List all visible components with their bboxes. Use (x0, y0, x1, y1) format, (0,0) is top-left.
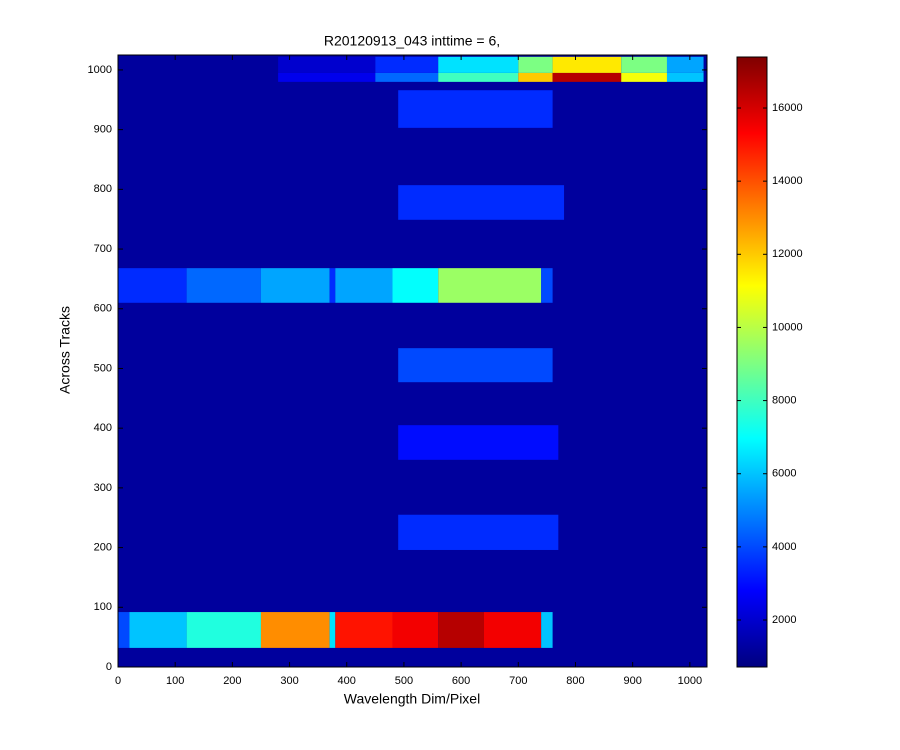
heatmap-cell (398, 348, 553, 383)
heatmap-cell (392, 612, 439, 648)
x-tick-label: 200 (223, 675, 241, 687)
heatmap-cell (398, 514, 559, 550)
y-tick-label: 1000 (88, 64, 112, 76)
x-tick-label: 300 (280, 675, 298, 687)
colorbar-tick-label: 4000 (772, 541, 796, 553)
x-tick-label: 800 (566, 675, 584, 687)
y-tick-label: 0 (106, 661, 112, 673)
heatmap-cell (329, 268, 336, 303)
heatmap-cell (438, 72, 519, 82)
y-tick-label: 800 (94, 183, 112, 195)
heatmap-cell (260, 612, 330, 648)
heatmap-cell (438, 612, 484, 648)
heatmap-cell (666, 56, 704, 73)
x-tick-label: 700 (509, 675, 527, 687)
y-tick-label: 700 (94, 243, 112, 255)
heatmap-cell (518, 72, 553, 82)
colorbar-tick-label: 8000 (772, 394, 796, 406)
heatmap-cell (438, 56, 519, 73)
heatmap-cell (541, 612, 553, 648)
x-tick-label: 400 (338, 675, 356, 687)
x-tick-label: 900 (623, 675, 641, 687)
heatmap-cell (129, 612, 187, 648)
heatmap-cell (260, 268, 330, 303)
x-tick-label: 100 (166, 675, 184, 687)
heatmap-cell (438, 268, 542, 303)
x-tick-label: 600 (452, 675, 470, 687)
x-axis-label: Wavelength Dim/Pixel (344, 691, 480, 707)
heatmap-cell (278, 72, 376, 82)
heatmap-cell (335, 612, 393, 648)
y-axis-label: Across Tracks (57, 306, 73, 394)
heatmap-cell (186, 268, 261, 303)
x-tick-label: 500 (395, 675, 413, 687)
colorbar-tick-label: 12000 (772, 248, 803, 260)
colorbar-tick-label: 16000 (772, 102, 803, 114)
y-tick-label: 200 (94, 541, 112, 553)
heatmap-cell (118, 612, 130, 648)
heatmap-cell (118, 268, 187, 303)
colorbar-tick-label: 6000 (772, 468, 796, 480)
x-tick-label: 0 (115, 675, 121, 687)
heatmap-cell (186, 612, 261, 648)
y-tick-label: 100 (94, 601, 112, 613)
y-tick-label: 600 (94, 303, 112, 315)
y-tick-label: 500 (94, 362, 112, 374)
heatmap-cell (541, 268, 553, 303)
heatmap-cell (552, 72, 622, 82)
heatmap-cell (329, 612, 336, 648)
heatmap-cell (552, 56, 622, 73)
heatmap-cell (398, 425, 559, 460)
heatmap-cell (621, 56, 667, 73)
heatmap-cell (666, 72, 704, 82)
axes-box (117, 54, 708, 668)
colorbar-tick-label: 2000 (772, 614, 796, 626)
y-tick-label: 400 (94, 422, 112, 434)
chart-title: R20120913_043 inttime = 6, (324, 33, 500, 49)
heatmap-cell (621, 72, 667, 82)
y-tick-label: 300 (94, 482, 112, 494)
x-tick-label: 1000 (678, 675, 702, 687)
heatmap-cell (483, 612, 542, 648)
heatmap-cell (375, 56, 439, 73)
colorbar-tick-label: 10000 (772, 321, 803, 333)
y-tick-label: 900 (94, 124, 112, 136)
heatmap-cell (278, 56, 376, 73)
colorbar (736, 56, 768, 668)
heatmap-cell (335, 268, 393, 303)
heatmap-cell (398, 185, 565, 220)
heatmap-cell (518, 56, 553, 73)
heatmap-cell (392, 268, 439, 303)
colorbar-tick-label: 14000 (772, 175, 803, 187)
heatmap-cell (375, 72, 439, 82)
heatmap-cell (398, 90, 553, 128)
